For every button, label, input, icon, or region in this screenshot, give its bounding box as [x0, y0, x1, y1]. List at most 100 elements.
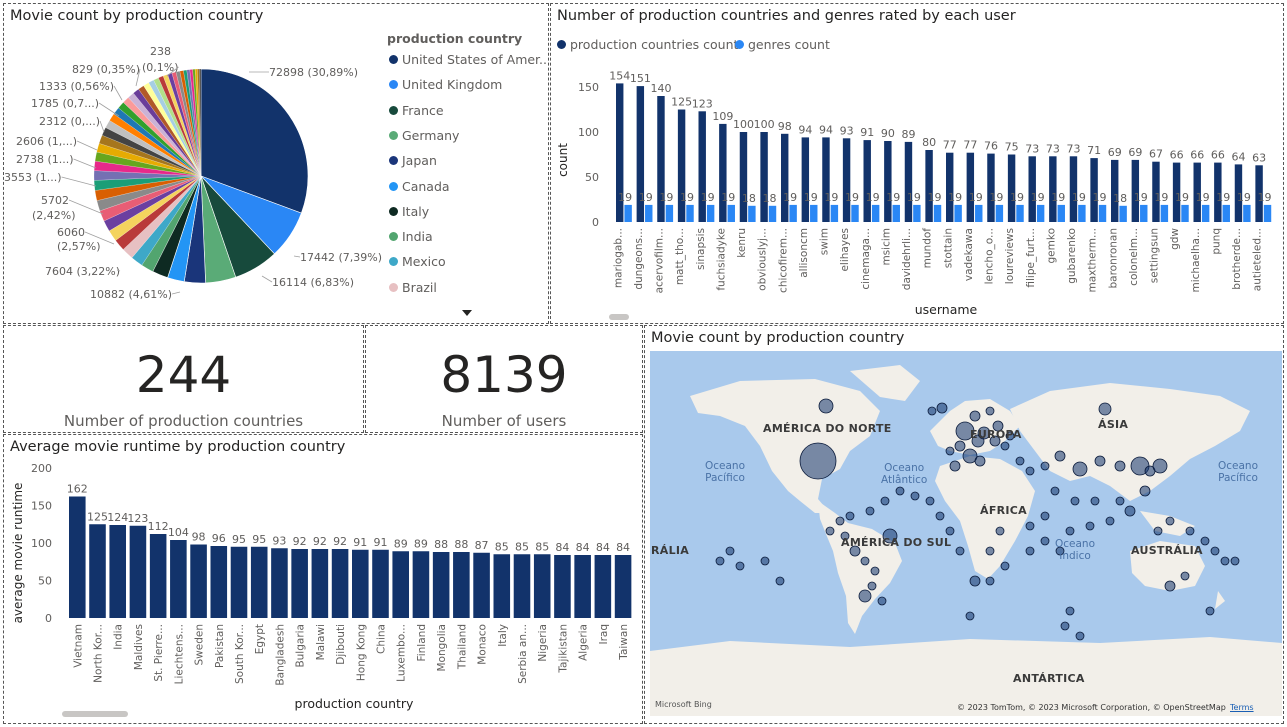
bar-production-countries[interactable]	[801, 137, 810, 222]
horizontal-scrollbar[interactable]	[62, 711, 128, 717]
bar-genres[interactable]	[933, 204, 942, 222]
runtime-bar-chart[interactable]: 0 50 100 150 200 average movie runtime 162 Viet…	[4, 455, 642, 723]
map-bubble[interactable]	[725, 546, 735, 556]
map-bubble[interactable]	[1055, 546, 1065, 556]
map-bubble[interactable]	[845, 511, 855, 521]
bar-runtime[interactable]	[412, 551, 430, 618]
map-bubble[interactable]	[955, 546, 965, 556]
bar-genres[interactable]	[1160, 204, 1169, 222]
bar-production-countries[interactable]	[966, 152, 975, 222]
bar-runtime[interactable]	[291, 549, 308, 618]
pie-legend-item[interactable]: Mexico	[389, 254, 446, 269]
pie-legend-item[interactable]: Canada	[389, 179, 450, 194]
bar-genres[interactable]	[1222, 204, 1230, 222]
bar-production-countries[interactable]	[1049, 156, 1057, 222]
bar-genres[interactable]	[810, 204, 818, 222]
bar-production-countries[interactable]	[863, 140, 871, 222]
bar-runtime[interactable]	[210, 546, 228, 618]
bar-genres[interactable]	[1181, 204, 1189, 222]
bar-genres[interactable]	[830, 204, 839, 222]
bar-production-countries[interactable]	[1193, 162, 1201, 222]
map-bubble[interactable]	[1015, 456, 1025, 466]
bar-runtime[interactable]	[432, 552, 450, 618]
bar-runtime[interactable]	[473, 552, 490, 618]
bar-genres[interactable]	[789, 204, 797, 222]
map-bubble[interactable]	[945, 526, 955, 536]
map-bubble[interactable]	[1025, 466, 1035, 476]
bar-production-countries[interactable]	[842, 138, 851, 222]
map-bubble[interactable]	[1065, 606, 1075, 616]
bar-genres[interactable]	[1098, 204, 1107, 222]
map-bubble[interactable]	[969, 575, 981, 587]
map-bubble[interactable]	[840, 531, 850, 541]
map-bubble[interactable]	[1075, 631, 1085, 641]
map-bubble[interactable]	[775, 576, 785, 586]
bar-production-countries[interactable]	[1111, 159, 1119, 222]
bar-production-countries[interactable]	[1131, 159, 1140, 222]
bar-production-countries[interactable]	[1152, 161, 1160, 222]
bar-genres[interactable]	[871, 204, 880, 222]
pie-legend-item[interactable]: Italy	[389, 204, 429, 219]
pie-legend-item[interactable]: United Kingdom	[389, 77, 502, 92]
map-bubble[interactable]	[860, 556, 870, 566]
bar-runtime[interactable]	[250, 546, 268, 618]
bar-genres[interactable]	[954, 204, 962, 222]
bar-genres[interactable]	[975, 204, 983, 222]
bar-runtime[interactable]	[493, 554, 511, 618]
map-bubble[interactable]	[858, 589, 872, 603]
pie-legend-item[interactable]: France	[389, 103, 444, 118]
map-bubble[interactable]	[1210, 546, 1220, 556]
pie-chart[interactable]: 72898 (30,89%) 17442 (7,39%) 16114 (6,83%)…	[4, 24, 384, 324]
bar-production-countries[interactable]	[616, 83, 624, 223]
map-bubble[interactable]	[1040, 536, 1050, 546]
bar-genres[interactable]	[686, 204, 694, 222]
map-bubble[interactable]	[1165, 516, 1175, 526]
map-bubble[interactable]	[1040, 461, 1050, 471]
bar-runtime[interactable]	[69, 496, 86, 619]
map-bubble[interactable]	[1085, 521, 1095, 531]
pie-legend-item[interactable]: Brazil	[389, 280, 437, 295]
map-bubble[interactable]	[1230, 556, 1240, 566]
bar-production-countries[interactable]	[925, 150, 933, 222]
bar-genres[interactable]	[1078, 204, 1086, 222]
map-bubble[interactable]	[867, 581, 877, 591]
map-bubble[interactable]	[1050, 486, 1060, 496]
pie-chart-visual[interactable]: Movie count by production country 72898 …	[3, 3, 549, 324]
bar-genres[interactable]	[1140, 204, 1148, 222]
bar-runtime[interactable]	[89, 524, 106, 618]
bar-production-countries[interactable]	[739, 132, 748, 222]
pie-legend-item[interactable]: Germany	[389, 128, 459, 143]
bar-runtime[interactable]	[352, 549, 369, 618]
bar-production-countries[interactable]	[1007, 154, 1016, 223]
map-bubble[interactable]	[1098, 402, 1112, 416]
bar-genres[interactable]	[851, 204, 859, 222]
map-bubble[interactable]	[935, 511, 945, 521]
bar-genres[interactable]	[1036, 204, 1045, 222]
pie-legend-item[interactable]: Japan	[389, 153, 437, 168]
map-bubble[interactable]	[1025, 546, 1035, 556]
map-bubble[interactable]	[1185, 526, 1195, 536]
map-bubble[interactable]	[1180, 571, 1190, 581]
map-bubble[interactable]	[925, 496, 935, 506]
map-bubble[interactable]	[1090, 496, 1100, 506]
map-attribution[interactable]: © 2023 TomTom, © 2023 Microsoft Corporat…	[957, 703, 1226, 712]
map-bubble[interactable]	[1115, 496, 1125, 506]
map-bubble[interactable]	[1152, 458, 1168, 474]
map-bubble[interactable]	[1124, 505, 1136, 517]
world-map[interactable]	[650, 351, 1282, 716]
bar-runtime[interactable]	[331, 549, 349, 618]
bar-genres[interactable]	[748, 205, 756, 222]
pie-slice[interactable]	[200, 68, 309, 214]
bar-production-countries[interactable]	[884, 141, 892, 222]
map-bubble[interactable]	[1040, 511, 1050, 521]
map-bubble[interactable]	[1200, 536, 1210, 546]
map-bubble[interactable]	[945, 446, 955, 456]
bar-genres[interactable]	[1263, 204, 1272, 222]
bar-genres[interactable]	[995, 204, 1004, 222]
map-bubble[interactable]	[1072, 461, 1088, 477]
bar-production-countries[interactable]	[1234, 164, 1243, 222]
bar-runtime[interactable]	[372, 549, 389, 618]
bar-production-countries[interactable]	[1172, 162, 1181, 222]
runtime-chart-visual[interactable]: Average movie runtime by production coun…	[3, 434, 643, 724]
map-bubble[interactable]	[992, 420, 1004, 432]
